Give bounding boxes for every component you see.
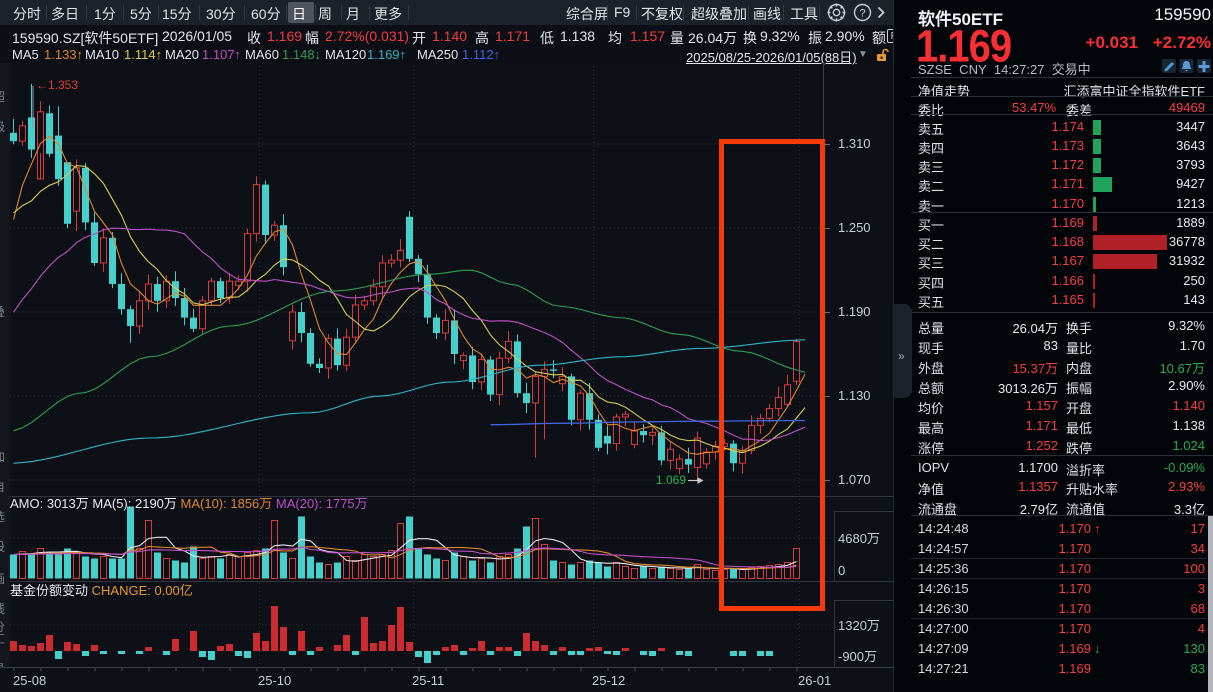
svg-text:25-10: 25-10 [258,673,291,688]
svg-text:26-01: 26-01 [798,673,831,688]
svg-text:-900万: -900万 [838,649,877,664]
svg-text:25-12: 25-12 [592,673,625,688]
svg-text:4680万: 4680万 [838,531,880,546]
svg-text:1.070: 1.070 [838,472,871,487]
svg-text:1.069: 1.069 [656,473,686,487]
svg-text:?: ? [859,8,865,20]
svg-text:1320万: 1320万 [838,618,880,633]
svg-text:25-08: 25-08 [13,673,46,688]
svg-text:AMO: 3013万 MA(5): 2190万 MA(10: AMO: 3013万 MA(5): 2190万 MA(10): 1856万 MA… [10,496,368,511]
svg-text:←1.353: ←1.353 [36,78,78,92]
svg-text:1.130: 1.130 [838,388,871,403]
svg-text:1.310: 1.310 [838,136,871,151]
svg-text:基金份额变动 CHANGE: 0.00亿: 基金份额变动 CHANGE: 0.00亿 [10,583,193,598]
svg-text:1.250: 1.250 [838,220,871,235]
svg-text:25-11: 25-11 [412,673,444,688]
svg-text:1.190: 1.190 [838,304,871,319]
svg-text:0: 0 [838,563,845,578]
